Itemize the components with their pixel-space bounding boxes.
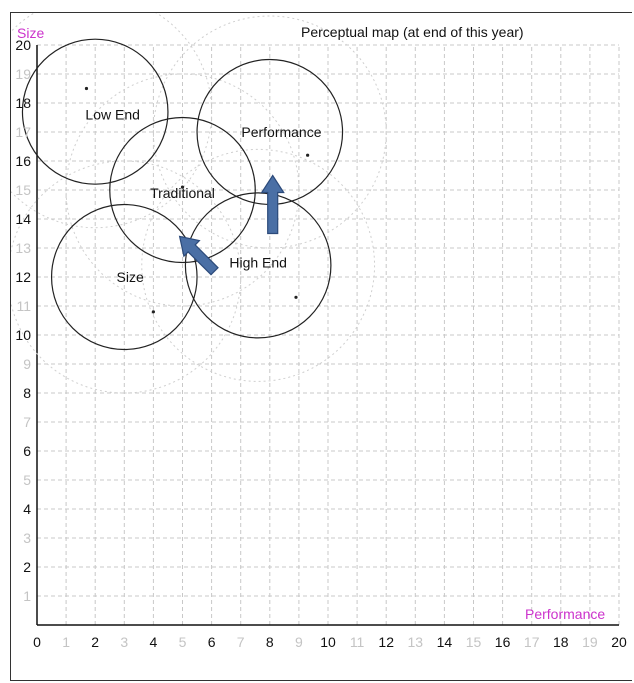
segment-circles-layer [21,38,344,351]
outer-circle [141,148,376,382]
y-tick-label: 16 [15,153,31,169]
y-tick-label: 19 [15,66,31,82]
segment-circle [109,116,256,264]
chart-title: Perceptual map (at end of this year) [301,24,524,40]
x-tick-label: 18 [553,634,569,650]
grid-layer [36,44,620,626]
x-tick-label: 15 [466,634,482,650]
x-tick-label: 8 [266,634,274,650]
outer-circle [11,13,213,229]
x-tick-label: 1 [62,634,70,650]
x-tick-label: 11 [350,634,365,650]
x-tick-label: 13 [408,634,424,650]
faint-circles-layer [11,13,387,394]
x-tick-label: 4 [150,634,158,650]
x-tick-label: 17 [524,634,540,650]
y-tick-label: 10 [15,327,31,343]
segment-label: Performance [241,124,321,140]
y-tick-label: 3 [23,530,31,546]
y-tick-label: 13 [15,240,31,256]
x-tick-label: 5 [179,634,187,650]
movement-arrow [178,235,219,276]
y-tick-label: 11 [16,298,31,314]
y-tick-label: 18 [15,95,31,111]
ideal-point [180,185,185,189]
x-tick-label: 12 [378,634,394,650]
x-tick-label: 3 [120,634,128,650]
perceptual-map-chart: Low End Performance Traditional High End Siz… [11,13,627,650]
y-tick-label: 9 [23,356,31,372]
segment-label: High End [229,255,287,271]
y-tick-label: 15 [15,182,31,198]
x-tick-label: 9 [295,634,303,650]
x-tick-label: 10 [320,634,336,650]
y-tick-label: 20 [15,37,31,53]
tick-labels-layer: 0 1 2 3 4 5 6 7 8 9 10 11 12 13 14 15 16 17 18 19 2012345678… [15,37,627,650]
y-axis-title: Size [17,25,44,41]
outer-circle [152,15,387,249]
ideal-point [306,153,310,157]
x-tick-label: 0 [33,634,41,650]
x-tick-label: 16 [495,634,511,650]
y-tick-label: 17 [15,124,31,140]
y-tick-label: 12 [15,269,31,285]
chart-frame: Low End Performance Traditional High End Siz… [10,12,632,681]
x-tick-label: 7 [237,634,245,650]
y-tick-label: 5 [23,472,31,488]
x-tick-label: 6 [208,634,216,650]
y-tick-label: 7 [23,414,31,430]
segment-label: Traditional [150,185,215,201]
x-tick-label: 19 [582,634,598,650]
y-tick-label: 2 [23,559,31,575]
segment-circle [21,38,169,185]
x-tick-label: 20 [611,634,627,650]
ideal-point [294,295,298,299]
segment-circle [184,192,332,339]
ideal-points-layer [84,86,310,314]
movement-arrow [260,174,285,235]
x-tick-label: 14 [437,634,453,650]
segment-labels-layer: Low End Performance Traditional High End Siz… [85,107,321,285]
y-tick-label: 8 [23,385,31,401]
segment-circle [50,203,198,351]
outer-circle [11,160,242,394]
x-axis-title: Performance [525,606,605,622]
segment-label: Size [117,269,144,285]
outer-circle [65,73,300,307]
x-tick-label: 2 [91,634,99,650]
segment-label: Low End [85,107,139,123]
y-tick-label: 14 [15,211,31,227]
arrows-layer [178,174,285,276]
ideal-point [151,310,155,314]
y-tick-label: 4 [23,501,31,517]
y-tick-label: 6 [23,443,31,459]
ideal-point [84,86,89,91]
y-tick-label: 1 [23,588,31,604]
